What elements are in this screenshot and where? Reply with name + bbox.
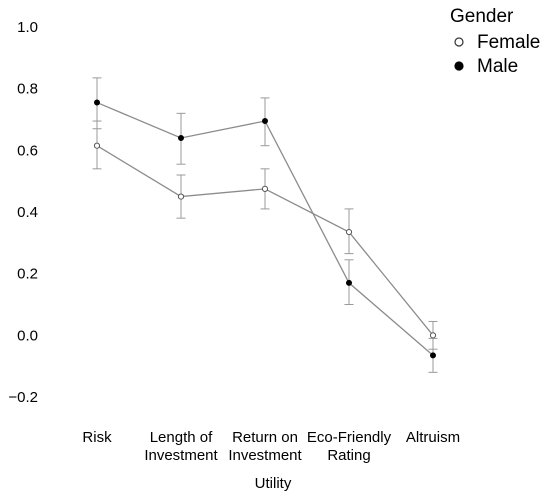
legend-label: Female xyxy=(477,32,540,53)
y-tick-label: 0.8 xyxy=(17,81,38,98)
data-point-male xyxy=(261,118,268,125)
data-point-male xyxy=(94,99,101,106)
y-tick-label: 0.2 xyxy=(17,266,38,283)
series-layer xyxy=(92,77,438,373)
data-point-female xyxy=(177,193,185,200)
data-point-female xyxy=(345,228,353,236)
data-point-female xyxy=(93,142,101,149)
y-tick-label: 0.4 xyxy=(17,204,38,221)
legend-items: Female Male xyxy=(454,32,540,77)
legend-title: Gender xyxy=(450,6,514,27)
data-point-male xyxy=(177,134,184,141)
legend-item-female: Female xyxy=(454,32,540,53)
data-point-female xyxy=(261,185,269,192)
legend-marker xyxy=(454,37,464,47)
x-axis-ticks: Risk Length of Investment Return on Investme… xyxy=(82,429,460,464)
x-tick-label: Risk xyxy=(82,429,112,446)
x-tick-label: Altruism xyxy=(406,429,460,446)
y-tick-label: 0.6 xyxy=(17,142,38,159)
legend: Gender Female Male xyxy=(450,6,540,77)
data-point-male xyxy=(429,352,436,359)
y-axis-ticks: −0.2 0.0 0.2 0.4 0.6 0.8 1.0 xyxy=(8,19,38,406)
legend-item-male: Male xyxy=(454,56,518,77)
x-axis-title: Utility xyxy=(255,475,292,492)
legend-label: Male xyxy=(477,56,518,77)
data-point-female xyxy=(429,332,437,339)
x-tick-label: Length of Investment xyxy=(144,429,218,464)
x-tick-label: Eco-Friendly Rating xyxy=(307,429,392,464)
x-tick-label: Return on Investment xyxy=(228,429,302,464)
y-tick-label: −0.2 xyxy=(8,389,38,406)
legend-marker xyxy=(454,61,464,71)
y-tick-label: 1.0 xyxy=(17,19,38,36)
data-point-male xyxy=(345,279,352,286)
y-tick-label: 0.0 xyxy=(17,327,38,344)
